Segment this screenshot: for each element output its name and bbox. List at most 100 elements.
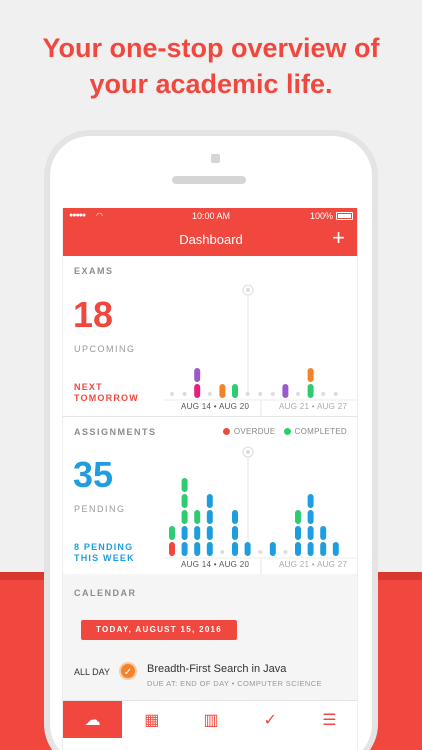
assignments-bar-segment (244, 542, 251, 556)
exams-chart[interactable]: AUG 14 • AUG 20 AUG 21 • AUG 27 (163, 280, 357, 416)
exams-count-label: UPCOMING (74, 344, 136, 354)
exams-empty-day-dot (182, 392, 187, 396)
tab-calendar[interactable]: ▦ (122, 701, 181, 738)
assignments-bar-segment (307, 526, 314, 540)
assignments-bar-segment (307, 510, 314, 524)
calendar-section-label: CALENDAR (74, 588, 137, 598)
allday-label: ALL DAY (74, 667, 111, 677)
overdue-dot-icon (222, 428, 230, 435)
tab-bar: ☁ ▦ ▥ ✓ ☰ (63, 700, 357, 750)
exams-empty-day-dot (258, 392, 263, 396)
assignments-today-marker-dot (246, 450, 250, 454)
assignments-bar-segment (295, 542, 301, 556)
exams-empty-day-dot (207, 392, 212, 396)
assignments-bar-segment (181, 542, 188, 556)
wifi-icon: ◠ (96, 211, 103, 220)
status-bar: ●●●●● ◠ 10:00 AM 100% (63, 211, 357, 223)
exams-range-current: AUG 14 • AUG 20 (181, 402, 250, 411)
assignments-section-label: ASSIGNMENTS (74, 427, 157, 437)
event-subtitle: DUE AT: END OF DAY • COMPUTER SCIENCE (147, 679, 322, 688)
app-screen: ●●●●● ◠ 10:00 AM 100% Dashboard + EXAMS … (62, 208, 358, 750)
exams-chart-svg (163, 284, 357, 416)
assignments-empty-day-dot (220, 550, 225, 554)
exams-empty-day-dot (170, 392, 174, 396)
exams-empty-day-dot (270, 392, 275, 396)
battery-icon (336, 212, 353, 220)
assignments-chart[interactable]: AUG 14 • AUG 20 AUG 21 • AUG 27 (163, 442, 357, 574)
assignments-bar-segment (332, 542, 339, 556)
headline-line-2: your academic life. (89, 69, 333, 99)
exams-bar-segment (307, 384, 314, 398)
headline-line-1: Your one-stop overview of (42, 33, 380, 63)
assignments-bar-segment (169, 526, 175, 540)
assignments-bar-segment (206, 526, 213, 540)
completed-dot-icon (283, 428, 291, 435)
add-button[interactable]: + (332, 225, 345, 250)
assignments-bar-segment (206, 542, 213, 556)
checkmark-icon[interactable]: ✓ (119, 662, 137, 680)
assignments-note[interactable]: 8 PENDING THIS WEEK (74, 542, 135, 564)
dashboard-icon: ☁ (84, 711, 101, 729)
camera-dot (211, 154, 220, 163)
menu-icon: ☰ (322, 711, 337, 729)
assignments-count[interactable]: 35 (73, 454, 114, 495)
assignments-range-current: AUG 14 • AUG 20 (181, 560, 250, 569)
assignments-bar-segment (181, 478, 188, 492)
assignments-note-line-2: THIS WEEK (74, 553, 135, 563)
assignments-bar-segment (194, 526, 201, 540)
assignments-legend: OVERDUE COMPLETED (215, 427, 347, 436)
page-title: Dashboard (179, 232, 243, 247)
legend-completed: COMPLETED (294, 427, 347, 436)
assignments-bar-segment (269, 542, 276, 556)
assignments-bar-segment (295, 526, 301, 540)
app-header: ●●●●● ◠ 10:00 AM 100% Dashboard + (63, 208, 357, 256)
exams-bar-segment (219, 384, 226, 398)
calendar-section: CALENDAR TODAY, AUGUST 15, 2016 ALL DAY … (63, 574, 357, 702)
assignments-chart-svg (163, 446, 357, 574)
tab-dashboard[interactable]: ☁ (63, 701, 123, 738)
assignments-bar-segment (320, 526, 327, 540)
assignments-bar-segment (206, 510, 213, 524)
assignments-bar-segment (206, 494, 213, 508)
exams-empty-day-dot (245, 392, 250, 396)
speaker-grille (172, 176, 246, 184)
tab-classes[interactable]: ▥ (181, 701, 240, 738)
exams-empty-day-dot (333, 392, 338, 396)
tab-menu[interactable]: ☰ (300, 701, 357, 738)
assignments-bar-segment (194, 510, 201, 524)
headline: Your one-stop overview of your academic … (0, 30, 422, 102)
assignments-bar-segment (181, 510, 188, 524)
exams-section-label: EXAMS (74, 266, 114, 276)
exams-bar-segment (194, 368, 201, 382)
exams-bar-segment (232, 384, 238, 398)
tab-tasks[interactable]: ✓ (241, 701, 300, 738)
assignments-bar-segment (307, 542, 314, 556)
legend-overdue: OVERDUE (233, 427, 276, 436)
battery-percent: 100% (309, 211, 333, 221)
classes-icon: ▥ (203, 711, 219, 729)
assignments-bar-segment (232, 526, 238, 540)
assignments-bar-segment (181, 494, 188, 508)
exams-range-next: AUG 21 • AUG 27 (279, 402, 348, 411)
today-badge: TODAY, AUGUST 15, 2016 (81, 620, 237, 640)
exams-count[interactable]: 18 (73, 294, 114, 335)
assignments-bar-segment (194, 542, 201, 556)
exams-next-line-1: NEXT (74, 382, 103, 392)
assignments-bar-segment (320, 542, 327, 556)
assignments-bar-segment (295, 510, 301, 524)
tasks-icon: ✓ (263, 711, 277, 729)
assignments-empty-day-dot (283, 550, 288, 554)
exams-next-line-2: TOMORROW (74, 393, 139, 403)
exams-today-marker-dot (246, 288, 250, 292)
exams-bar-segment (307, 368, 314, 382)
exams-bar-segment (282, 384, 289, 398)
assignments-bar-segment (169, 542, 175, 556)
exams-bar-segment (194, 384, 201, 398)
exams-next[interactable]: NEXT TOMORROW (74, 382, 139, 404)
section-divider (63, 416, 357, 417)
calendar-icon: ▦ (144, 711, 160, 729)
assignments-bar-segment (232, 542, 238, 556)
assignments-note-line-1: 8 PENDING (74, 542, 134, 552)
event-title[interactable]: Breadth-First Search in Java (147, 663, 287, 675)
signal-icon: ●●●●● (69, 212, 86, 219)
